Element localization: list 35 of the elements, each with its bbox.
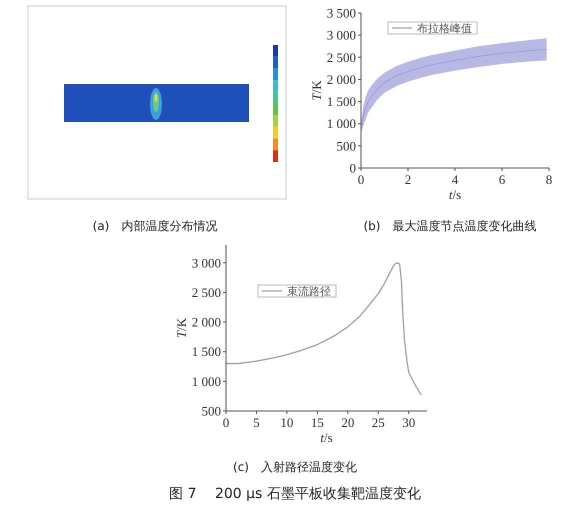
caption: 图 7 200 μs 石墨平板收集靶温度变化 [169,486,421,502]
x-tick-label: 4 [452,172,459,187]
y-tick-label: 500 [336,138,356,154]
y-tick-label: 1 000 [192,374,221,389]
x-axis-title: t/s [448,187,462,202]
y-tick-label: 1 000 [326,116,356,132]
y-tick-label: 3 500 [326,6,356,20]
y-axis-title: T/K [309,80,324,101]
x-axis-title: t/s [320,430,333,445]
x-tick-label: 20 [341,415,354,430]
line-series [225,262,422,396]
y-tick-label: 2 000 [192,314,221,330]
legend-label: 布拉格峰值 [417,23,472,35]
text: (b) 最大温度节点温度变化曲线 [364,219,536,233]
y-tick-label: 1 500 [192,344,221,360]
x-tick-label: 10 [280,415,294,430]
y-axis-title: T/K [174,317,189,338]
x-tick-label: 6 [498,172,506,187]
y-tick-label: 0 [350,160,356,176]
y-tick-label: 3 000 [192,255,221,270]
y-tick-label: 2 500 [192,284,221,300]
text: (a) 内部温度分布情况 [92,219,218,233]
x-tick-label: 8 [546,172,552,187]
y-tick-label: 2 000 [326,72,356,87]
text: (c) 入射路径温度变化 [233,460,357,474]
y-tick-label: 3 000 [326,28,356,43]
y-tick-label: 1 500 [326,94,356,110]
x-tick-label: 30 [402,415,416,430]
y-tick-label: 500 [202,404,221,418]
x-tick-label: 2 [404,172,412,187]
x-tick-label: 5 [253,415,260,430]
x-tick-label: 15 [310,415,324,430]
y-tick-label: 2 500 [326,50,356,65]
x-tick-label: 25 [372,415,385,430]
legend-label: 束流路径 [287,285,331,298]
